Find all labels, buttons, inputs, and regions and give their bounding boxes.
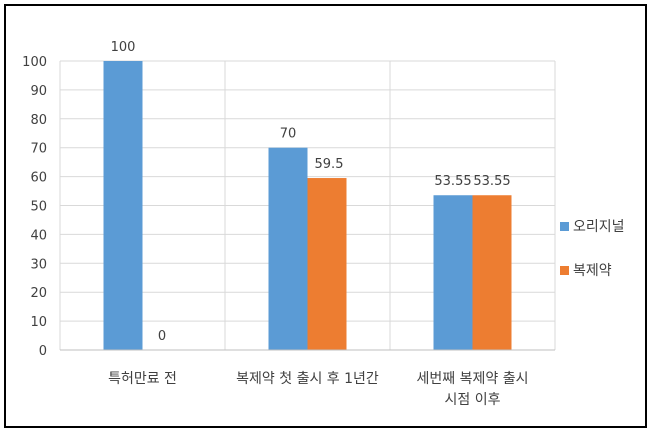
data-label-generic-0: 0 — [158, 329, 166, 344]
bar-original-0 — [103, 61, 143, 350]
y-tick-label-0: 0 — [39, 344, 47, 359]
data-label-original-0: 100 — [111, 40, 136, 55]
legend-label-generic: 복제약 — [573, 263, 612, 279]
legend-swatch-generic — [560, 266, 569, 275]
y-tick-label-20: 20 — [30, 286, 47, 301]
data-label-generic-2: 53.55 — [473, 174, 510, 189]
y-tick-label-70: 70 — [30, 142, 47, 157]
legend-label-original: 오리지널 — [573, 219, 625, 235]
bar-generic-1 — [307, 178, 347, 350]
data-label-generic-1: 59.5 — [315, 157, 344, 172]
x-category-label-2-line-0: 세번째 복제약 출시 — [417, 371, 529, 387]
bar-generic-2 — [472, 195, 512, 350]
y-tick-label-80: 80 — [30, 113, 47, 128]
y-tick-label-50: 50 — [30, 200, 47, 215]
bar-original-1 — [268, 147, 308, 350]
x-category-label-1: 복제약 첫 출시 후 1년간 — [236, 371, 379, 387]
y-tick-label-60: 60 — [30, 171, 47, 186]
data-label-original-1: 70 — [280, 127, 297, 142]
y-tick-label-40: 40 — [30, 228, 47, 243]
y-tick-label-90: 90 — [30, 84, 47, 99]
x-category-label-0: 특허만료 전 — [108, 371, 177, 387]
data-label-original-2: 53.55 — [434, 174, 471, 189]
bar-original-2 — [433, 195, 473, 350]
y-tick-label-100: 100 — [22, 55, 47, 70]
x-category-label-2-line-1: 시점 이후 — [445, 392, 501, 408]
legend-swatch-original — [560, 222, 569, 231]
y-tick-label-30: 30 — [30, 257, 47, 272]
y-tick-label-10: 10 — [30, 315, 47, 330]
